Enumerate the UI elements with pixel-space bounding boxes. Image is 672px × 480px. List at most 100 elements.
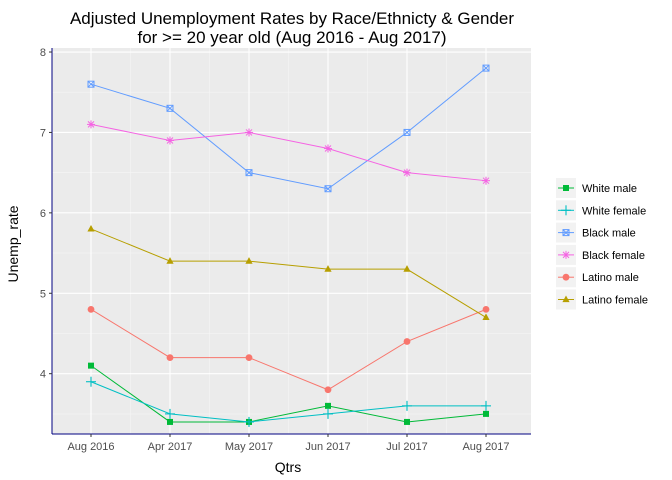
marker-shape: [482, 177, 490, 185]
series-line-white-male: [90, 365, 487, 423]
legend: White male White female Black male Black fe…: [556, 178, 648, 310]
marker-shape: [324, 185, 332, 193]
marker-shape: [166, 104, 174, 112]
series-line-latino-male: [90, 308, 487, 391]
series-white-female: [86, 376, 491, 427]
marker-shape: [403, 265, 411, 272]
x-axis-title: Qtrs: [275, 459, 301, 475]
series-latino-male: [87, 305, 490, 394]
data-point-black-male: [482, 64, 490, 72]
legend-key-marker: [561, 205, 571, 216]
legend-label: White male: [582, 183, 637, 195]
legend-label: White female: [582, 205, 646, 217]
data-point-white-male: [88, 362, 94, 369]
marker-shape: [483, 410, 489, 417]
series-line-black-male: [90, 67, 487, 190]
legend-label: Latino male: [582, 272, 639, 284]
data-point-black-male: [324, 185, 332, 193]
marker-shape: [482, 64, 490, 72]
series-layer: [86, 64, 491, 427]
axes: 4 5 6 7 8 Aug 2016 Apr 2017 May 2017 Jun 2017 Jul…: [40, 47, 531, 453]
data-point-white-female: [402, 400, 412, 411]
chart-subtitle: for >= 20 year old (Aug 2016 - Aug 2017): [137, 28, 446, 47]
legend-item-latino-male: Latino male: [556, 267, 639, 288]
legend-label: Latino female: [582, 295, 648, 307]
legend-key-marker: [562, 273, 570, 281]
series-line-latino-female: [90, 228, 487, 318]
data-point-black-male: [166, 104, 174, 112]
marker-shape: [562, 229, 570, 237]
data-point-latino-female: [324, 265, 332, 272]
marker-shape: [87, 305, 95, 313]
gridlines: [52, 48, 531, 434]
marker-shape: [482, 305, 490, 313]
x-tick-label: May 2017: [225, 441, 273, 453]
marker-shape: [403, 128, 411, 136]
marker-shape: [245, 257, 253, 264]
marker-shape: [563, 185, 569, 191]
data-point-white-female: [86, 376, 96, 387]
data-point-latino-female: [245, 257, 253, 264]
legend-key-marker: [562, 250, 570, 259]
data-point-latino-female: [403, 265, 411, 272]
data-point-white-male: [483, 410, 489, 417]
marker-shape: [166, 137, 174, 144]
marker-shape: [87, 80, 95, 88]
marker-shape: [403, 129, 411, 136]
data-point-black-female: [324, 144, 332, 153]
marker-shape: [166, 257, 174, 264]
marker-shape: [87, 224, 95, 232]
data-point-white-male: [325, 402, 331, 409]
y-axis-title: Unemp_rate: [5, 205, 21, 282]
y-tick-label: 8: [40, 47, 46, 59]
data-point-black-male: [245, 169, 253, 177]
marker-shape: [245, 169, 253, 177]
data-point-latino-male: [324, 386, 332, 394]
data-point-white-female: [165, 408, 175, 419]
data-point-black-male: [87, 80, 95, 88]
legend-item-black-male: Black male: [556, 222, 636, 243]
legend-item-white-female: White female: [556, 200, 646, 221]
data-point-latino-male: [482, 305, 490, 313]
marker-shape: [482, 313, 490, 320]
series-black-male: [87, 64, 490, 193]
x-tick-label: Aug 2017: [462, 441, 509, 453]
x-tick-label: Jul 2017: [386, 441, 428, 453]
marker-shape: [245, 169, 253, 176]
marker-shape: [562, 295, 570, 303]
marker-shape: [166, 104, 174, 112]
data-point-latino-female: [482, 313, 490, 320]
data-point-white-female: [323, 408, 333, 419]
marker-shape: [87, 80, 95, 88]
data-point-black-male: [403, 128, 411, 136]
data-point-black-female: [482, 176, 490, 185]
data-point-latino-male: [166, 354, 174, 362]
marker-shape: [562, 229, 570, 236]
data-point-latino-male: [245, 354, 253, 362]
marker-shape: [562, 251, 570, 259]
legend-item-black-female: Black female: [556, 244, 645, 265]
marker-shape: [167, 418, 173, 425]
y-tick-label: 7: [40, 127, 46, 139]
marker-shape: [324, 145, 332, 152]
data-point-black-female: [403, 168, 411, 177]
marker-shape: [324, 185, 332, 193]
legend-key-marker: [563, 185, 569, 191]
legend-item-latino-female: Latino female: [556, 289, 648, 310]
data-point-latino-female: [87, 224, 95, 232]
chart-title: Adjusted Unemployment Rates by Race/Ethn…: [70, 9, 514, 28]
marker-shape: [166, 354, 174, 362]
x-tick-label: Jun 2017: [305, 441, 350, 453]
marker-shape: [403, 338, 411, 345]
data-point-latino-male: [403, 338, 411, 345]
y-tick-label: 5: [40, 288, 46, 300]
legend-label: Black female: [582, 250, 645, 262]
marker-shape: [245, 354, 253, 362]
legend-item-white-male: White male: [556, 178, 637, 198]
marker-shape: [88, 362, 94, 369]
marker-shape: [245, 129, 253, 136]
marker-shape: [325, 402, 331, 409]
series-line-black-female: [90, 123, 487, 182]
legend-key-marker: [562, 229, 570, 237]
